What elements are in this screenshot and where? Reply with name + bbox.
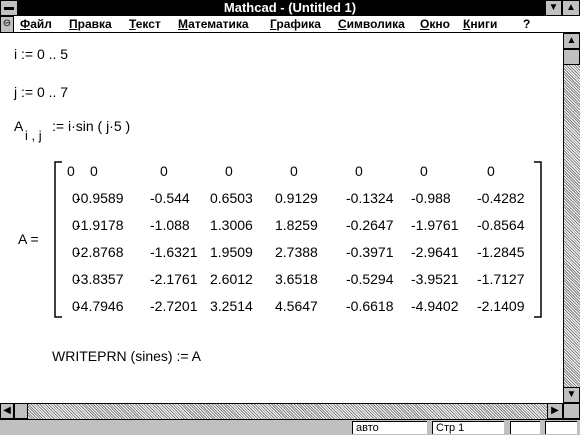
title-bar: Mathcad - (Untitled 1) [0, 0, 580, 16]
status-empty [510, 421, 540, 434]
maximize-button[interactable]: ▲ [562, 0, 580, 16]
matrix-cell: 0 [67, 163, 75, 179]
window-title: Mathcad - (Untitled 1) [223, 0, 357, 15]
matrix-cell: -1.6321 [150, 244, 198, 260]
left-bracket [54, 161, 62, 318]
scroll-left[interactable]: ◀ [0, 403, 14, 419]
definition-subscript: i , j [25, 128, 42, 143]
matrix-cell: 0 [72, 217, 80, 233]
vertical-scrollbar[interactable] [563, 33, 580, 403]
minimize-button[interactable]: ▼ [545, 0, 562, 16]
writeprn: WRITEPRN (sines) := A [52, 348, 201, 364]
matrix-label: A = [18, 231, 39, 247]
matrix-cell: -0.1324 [346, 190, 394, 206]
matrix-cell: 0 [90, 163, 98, 179]
matrix-cell: 0.6503 [210, 190, 253, 206]
doc-system-menu[interactable]: ⊖ [0, 16, 14, 33]
matrix-cell: 0 [487, 163, 495, 179]
matrix-cell: 0 [225, 163, 233, 179]
menu-bar: Файл Правка Текст Математика Графика Символик… [0, 16, 580, 33]
vertical-thumb[interactable] [563, 49, 580, 65]
matrix-cell: -0.988 [411, 190, 451, 206]
status-bar: авто Стр 1 [0, 419, 580, 435]
matrix-cell: -1.9178 [76, 217, 124, 233]
right-bracket [534, 161, 542, 318]
matrix-cell: 1.3006 [210, 217, 253, 233]
matrix-cell: -0.3971 [346, 244, 394, 260]
system-menu-button[interactable]: ▬ [0, 0, 18, 16]
matrix-cell: 3.6518 [275, 271, 318, 287]
matrix-cell: -0.9589 [76, 190, 124, 206]
matrix-cell: 0 [160, 163, 168, 179]
matrix-cell: 0 [420, 163, 428, 179]
matrix-cell: -2.1761 [150, 271, 198, 287]
menu-item[interactable]: Символика [338, 17, 405, 31]
matrix-cell: 0 [72, 244, 80, 260]
matrix-cell: -0.5294 [346, 271, 394, 287]
matrix-cell: -4.9402 [411, 298, 459, 314]
matrix-cell: 0 [290, 163, 298, 179]
matrix-cell: -1.7127 [477, 271, 525, 287]
matrix-cell: -0.6618 [346, 298, 394, 314]
range-i: i := 0 .. 5 [14, 46, 69, 62]
matrix-cell: 0 [355, 163, 363, 179]
matrix-cell: 0.9129 [275, 190, 318, 206]
range-j: j := 0 .. 7 [14, 84, 69, 100]
matrix-cell: -4.7946 [76, 298, 124, 314]
matrix-cell: 1.8259 [275, 217, 318, 233]
menu-item[interactable]: ? [523, 17, 531, 31]
matrix-cell: -2.9641 [411, 244, 459, 260]
status-mode: авто [352, 421, 427, 434]
matrix-cell: -0.2647 [346, 217, 394, 233]
menu-item[interactable]: Правка [69, 17, 112, 31]
matrix-cell: -3.8357 [76, 271, 124, 287]
menu-item[interactable]: Книги [463, 17, 498, 31]
matrix-cell: -1.2845 [477, 244, 525, 260]
matrix-cell: -2.1409 [477, 298, 525, 314]
matrix-cell: 2.7388 [275, 244, 318, 260]
matrix-cell: -1.9761 [411, 217, 459, 233]
matrix-cell: 0 [72, 298, 80, 314]
scroll-up[interactable]: ▲ [563, 33, 580, 49]
definition-body: := i·sin ( j·5 ) [52, 118, 131, 134]
status-empty [545, 421, 577, 434]
corner [563, 403, 580, 419]
matrix-cell: -0.4282 [477, 190, 525, 206]
matrix-cell: -0.8564 [477, 217, 525, 233]
horizontal-thumb[interactable] [14, 403, 28, 419]
menu-item[interactable]: Текст [129, 17, 161, 31]
matrix-cell: 3.2514 [210, 298, 253, 314]
horizontal-scrollbar[interactable] [0, 403, 563, 419]
menu-item[interactable]: Графика [270, 17, 321, 31]
menu-item[interactable]: Математика [178, 17, 249, 31]
matrix-cell: 2.6012 [210, 271, 253, 287]
matrix-cell: -1.088 [150, 217, 190, 233]
menu-item[interactable]: Окно [420, 17, 450, 31]
scroll-right[interactable]: ▶ [547, 403, 563, 419]
matrix-cell: 1.9509 [210, 244, 253, 260]
matrix-cell: -3.9521 [411, 271, 459, 287]
status-page: Стр 1 [432, 421, 504, 434]
matrix-cell: -2.8768 [76, 244, 124, 260]
matrix-cell: 0 [72, 271, 80, 287]
menu-item[interactable]: Файл [20, 17, 52, 31]
matrix-cell: -2.7201 [150, 298, 198, 314]
matrix-cell: 0 [72, 190, 80, 206]
matrix-cell: 4.5647 [275, 298, 318, 314]
matrix-cell: -0.544 [150, 190, 190, 206]
definition-name: A [14, 118, 24, 134]
scroll-down[interactable]: ▼ [563, 387, 580, 403]
